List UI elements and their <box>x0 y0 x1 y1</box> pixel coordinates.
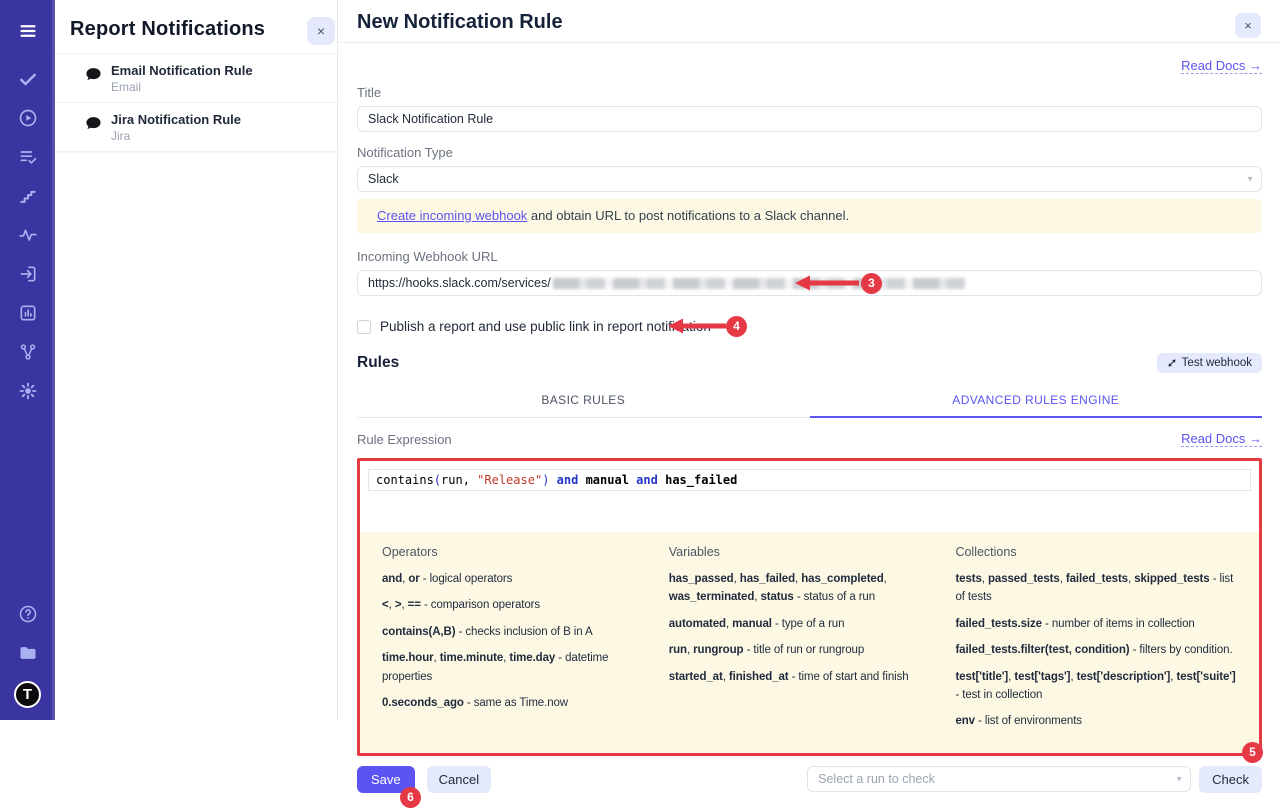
page-title: New Notification Rule <box>357 11 563 33</box>
run-select[interactable] <box>807 766 1192 793</box>
help-column-collections: Collections tests, passed_tests, failed_t… <box>955 545 1237 739</box>
annotation-badge-3: 3 <box>861 273 882 294</box>
expression-help-panel: Operators and, or - logical operators <, >… <box>360 532 1259 753</box>
plans-list-check-icon[interactable] <box>11 140 45 174</box>
read-docs-link[interactable]: Read Docs → <box>1181 58 1262 74</box>
menu-icon[interactable] <box>11 14 45 48</box>
chat-bubble-icon <box>86 117 101 129</box>
webhook-info-box: Create incoming webhook and obtain URL t… <box>357 199 1262 233</box>
webhook-url-label: Incoming Webhook URL <box>357 249 498 264</box>
rule-expression-editor[interactable]: contains(run, "Release") and manual and … <box>360 461 1259 532</box>
rule-title: Email Notification Rule <box>111 63 253 78</box>
rule-expression-code[interactable]: contains(run, "Release") and manual and … <box>368 469 1251 491</box>
new-notification-rule-dialog: New Notification Rule × Read Docs → Titl… <box>338 0 1280 808</box>
projects-folder-icon[interactable] <box>11 636 45 670</box>
runs-play-icon[interactable] <box>11 101 45 135</box>
help-item: has_passed, has_failed, has_completed, w… <box>668 573 887 604</box>
notification-type-label: Notification Type <box>357 145 453 160</box>
help-item: failed_tests.filter(test, condition) - f… <box>955 644 1233 657</box>
tests-check-icon[interactable] <box>11 62 45 96</box>
cancel-button[interactable]: Cancel <box>426 765 492 793</box>
webhook-url-input[interactable]: https://hooks.slack.com/services/ <box>357 270 1262 296</box>
help-column-title: Operators <box>382 545 438 559</box>
help-item: started_at, finished_at - time of start … <box>668 670 909 683</box>
help-item: time.hour, time.minute, time.day - datet… <box>382 652 609 683</box>
check-button[interactable]: Check <box>1199 765 1262 793</box>
activity-pulse-icon[interactable] <box>11 218 45 252</box>
import-sign-in-icon[interactable] <box>11 257 45 291</box>
help-item: contains(A,B) - checks inclusion of B in… <box>382 625 593 638</box>
annotation-arrow-3 <box>795 275 859 291</box>
git-branch-icon[interactable] <box>11 335 45 369</box>
rule-type: Email <box>111 80 142 94</box>
milestones-steps-icon[interactable] <box>11 179 45 213</box>
rule-type: Jira <box>111 129 131 143</box>
help-column-variables: Variables has_passed, has_failed, has_com… <box>669 545 930 739</box>
tab-basic-rules[interactable]: BASIC RULES <box>541 393 626 407</box>
redacted-webhook-token <box>552 277 965 289</box>
help-circle-icon[interactable] <box>11 597 45 631</box>
help-column-operators: Operators and, or - logical operators <, >… <box>382 545 643 739</box>
analytics-bar-chart-icon[interactable] <box>11 296 45 330</box>
avatar[interactable]: T <box>14 681 41 708</box>
create-incoming-webhook-link[interactable]: Create incoming webhook <box>377 208 528 223</box>
test-webhook-button[interactable]: Test webhook <box>1156 353 1262 373</box>
title-input[interactable] <box>357 106 1262 132</box>
help-item: run, rungroup - title of run or rungroup <box>668 644 865 657</box>
report-notifications-panel: Report Notifications × Email Notificatio… <box>55 0 338 720</box>
help-item: automated, manual - type of a run <box>668 617 845 630</box>
notification-list: Email Notification Rule Email Jira Notific… <box>55 53 337 152</box>
help-column-title: Collections <box>955 545 1017 559</box>
list-item[interactable]: Jira Notification Rule Jira <box>55 103 337 152</box>
chat-bubble-icon <box>86 68 101 80</box>
help-item: test['title'], test['tags'], test['descr… <box>955 670 1236 701</box>
publish-report-checkbox[interactable] <box>357 319 371 334</box>
rules-tabs: BASIC RULES ADVANCED RULES ENGINE <box>357 388 1262 418</box>
rule-expression-annotated-area: contains(run, "Release") and manual and … <box>357 458 1263 763</box>
annotation-badge-5: 5 <box>1242 741 1263 763</box>
notification-type-select[interactable] <box>357 166 1262 192</box>
connector-icon <box>1168 359 1176 367</box>
annotation-badge-4: 4 <box>726 316 747 337</box>
tab-advanced-rules-engine[interactable]: ADVANCED RULES ENGINE <box>809 388 1262 418</box>
title-label: Title <box>357 85 382 100</box>
rules-heading: Rules <box>357 354 400 371</box>
app-sidebar: T <box>0 0 55 720</box>
help-item: env - list of environments <box>955 715 1082 728</box>
help-item: <, >, == - comparison operators <box>382 599 541 612</box>
settings-gear-icon[interactable] <box>11 374 45 408</box>
rule-expression-label: Rule Expression <box>357 431 452 447</box>
rules-read-docs-link[interactable]: Read Docs → <box>1181 431 1262 447</box>
webhook-url-prefix: https://hooks.slack.com/services/ <box>368 276 551 290</box>
list-item[interactable]: Email Notification Rule Email <box>55 54 337 103</box>
help-item: 0.seconds_ago - same as Time.now <box>382 696 568 709</box>
help-item: failed_tests.size - number of items in c… <box>955 617 1195 630</box>
panel-title: Report Notifications <box>70 18 266 40</box>
publish-report-label: Publish a report and use public link in … <box>380 319 711 334</box>
annotation-badge-6: 6 <box>400 786 421 808</box>
help-item: tests, passed_tests, failed_tests, skipp… <box>955 573 1234 604</box>
help-item: and, or - logical operators <box>382 573 513 585</box>
panel-close-button[interactable]: × <box>307 17 335 45</box>
annotation-arrow-4 <box>668 318 726 334</box>
rule-title: Jira Notification Rule <box>111 112 242 127</box>
dialog-close-button[interactable]: × <box>1235 13 1261 38</box>
help-column-title: Variables <box>668 545 720 559</box>
info-text: and obtain URL to post notifications to … <box>527 208 850 223</box>
